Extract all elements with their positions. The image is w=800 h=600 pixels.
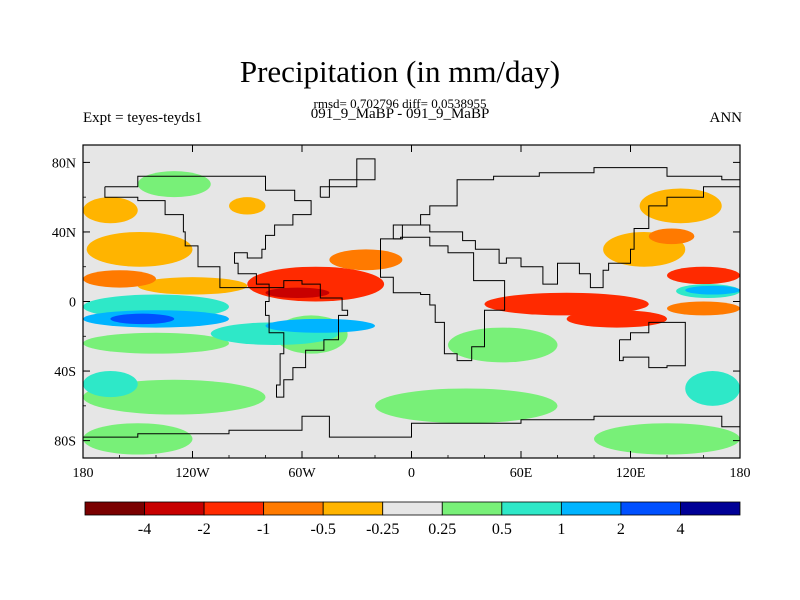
x-tick-label-1: 120W <box>175 466 210 481</box>
precip-region-21 <box>594 423 740 455</box>
y-tick-label-1: 40N <box>52 226 76 241</box>
precip-region-2 <box>229 197 266 215</box>
precip-region-0 <box>86 231 193 267</box>
y-tick-label-4: 80S <box>54 435 76 450</box>
coastline-1 <box>265 280 349 398</box>
colorbar-label-2: -1 <box>257 521 270 538</box>
colorbar-label-7: 1 <box>557 521 565 538</box>
colorbar-label-4: -0.25 <box>366 521 399 538</box>
experiment-label: Expt = teyes-teyds1 <box>83 110 203 126</box>
stats-line: rmsd= 0.702796 diff= 0.0538955 <box>313 96 487 111</box>
y-tick-label-0: 80N <box>52 156 76 171</box>
colorbar-box-3 <box>263 501 324 516</box>
x-tick-label-3: 0 <box>408 466 415 481</box>
precip-region-20 <box>83 423 193 455</box>
colorbar-box-6 <box>441 501 503 516</box>
colorbar-label-3: -0.5 <box>311 521 336 538</box>
x-tick-label-5: 120E <box>616 466 646 481</box>
colorbar-box-4 <box>322 501 384 516</box>
x-tick-label-4: 60E <box>510 466 533 481</box>
y-tick-label-3: 40S <box>54 365 76 380</box>
x-tick-label-6: 180 <box>730 466 751 481</box>
precip-region-27 <box>685 371 740 406</box>
precip-region-1 <box>83 197 138 224</box>
precip-region-26 <box>83 371 138 398</box>
precip-region-7 <box>329 249 403 271</box>
precip-region-11 <box>484 292 649 316</box>
colorbar-box-0 <box>84 501 145 516</box>
colorbar-label-1: -2 <box>197 521 210 538</box>
precip-region-19 <box>375 388 558 424</box>
precip-region-22 <box>137 171 211 198</box>
precip-region-31 <box>110 313 175 325</box>
colorbar-box-10 <box>680 501 741 516</box>
coastline-0 <box>104 175 312 289</box>
precip-region-30 <box>685 285 740 295</box>
precip-region-6 <box>83 270 156 288</box>
precip-region-13 <box>667 266 740 285</box>
colorbar-label-9: 4 <box>676 521 684 538</box>
precip-region-15 <box>83 332 229 354</box>
colorbar-box-8 <box>560 501 622 516</box>
coastline-2 <box>319 158 376 198</box>
precip-region-29 <box>265 318 375 333</box>
coastline-6 <box>83 415 740 438</box>
coastline-4 <box>380 236 506 362</box>
season-label: ANN <box>709 110 743 126</box>
precip-region-17 <box>448 327 558 363</box>
colorbar-box-9 <box>620 501 681 516</box>
precip-region-8 <box>667 301 740 316</box>
precip-region-14 <box>265 287 330 299</box>
coastline-5 <box>619 321 686 369</box>
colorbar-box-1 <box>144 501 205 516</box>
colorbar-label-8: 2 <box>617 521 625 538</box>
precip-region-9 <box>648 228 695 245</box>
colorbar-label-0: -4 <box>138 521 151 538</box>
colorbar-box-7 <box>501 501 562 516</box>
x-tick-label-2: 60W <box>288 466 316 481</box>
chart-subtitle: 091_9_MaBP - 091_9_MaBP <box>310 106 490 122</box>
chart-title: Precipitation (in mm/day) <box>239 54 561 89</box>
y-tick-label-2: 0 <box>69 296 76 311</box>
colorbar-box-5 <box>382 501 443 516</box>
precip-region-12 <box>566 310 667 328</box>
colorbar-label-5: 0.25 <box>428 521 456 538</box>
colorbar-label-6: 0.5 <box>492 521 512 538</box>
x-tick-label-0: 180 <box>73 466 94 481</box>
coastline-3 <box>392 167 740 289</box>
colorbar-box-2 <box>203 501 265 516</box>
